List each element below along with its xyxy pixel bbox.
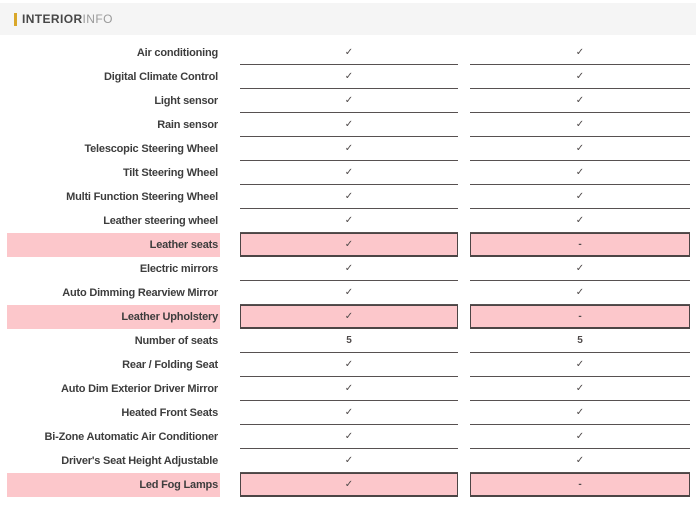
feature-label: Air conditioning: [7, 41, 220, 65]
feature-label: Heated Front Seats: [7, 401, 220, 425]
table-row: Driver's Seat Height Adjustable ✓ ✓: [0, 449, 696, 473]
feature-label: Rear / Folding Seat: [7, 353, 220, 377]
table-row: Auto Dim Exterior Driver Mirror ✓ ✓: [0, 377, 696, 401]
interior-info-panel: INTERIORINFO Air conditioning ✓ ✓ Digita…: [0, 0, 696, 522]
feature-label: Light sensor: [7, 89, 220, 113]
value-cell-col2: ✓: [470, 209, 690, 233]
feature-label: Digital Climate Control: [7, 65, 220, 89]
value-cell-col2: ✓: [470, 89, 690, 113]
feature-comparison-table: Air conditioning ✓ ✓ Digital Climate Con…: [0, 41, 696, 497]
value-cell-col1: ✓: [240, 185, 458, 209]
value-cell-col2: ✓: [470, 377, 690, 401]
section-subtitle: INFO: [83, 12, 113, 26]
value-cell-col1: ✓: [240, 233, 458, 257]
feature-label: Leather steering wheel: [7, 209, 220, 233]
table-row: Heated Front Seats ✓ ✓: [0, 401, 696, 425]
table-row: Air conditioning ✓ ✓: [0, 41, 696, 65]
table-row: Led Fog Lamps ✓ -: [0, 473, 696, 497]
feature-label: Telescopic Steering Wheel: [7, 137, 220, 161]
value-cell-col2: -: [470, 305, 690, 329]
table-row: Leather Upholstery ✓ -: [0, 305, 696, 329]
feature-label: Multi Function Steering Wheel: [7, 185, 220, 209]
table-row: Tilt Steering Wheel ✓ ✓: [0, 161, 696, 185]
value-cell-col2: ✓: [470, 65, 690, 89]
value-cell-col2: ✓: [470, 353, 690, 377]
value-cell-col2: ✓: [470, 401, 690, 425]
feature-label: Number of seats: [7, 329, 220, 353]
value-cell-col2: ✓: [470, 137, 690, 161]
value-cell-col1: ✓: [240, 377, 458, 401]
value-cell-col2: -: [470, 473, 690, 497]
table-row: Digital Climate Control ✓ ✓: [0, 65, 696, 89]
value-cell-col1: ✓: [240, 209, 458, 233]
table-row: Light sensor ✓ ✓: [0, 89, 696, 113]
table-row: Leather seats ✓ -: [0, 233, 696, 257]
value-cell-col2: ✓: [470, 449, 690, 473]
feature-label: Rain sensor: [7, 113, 220, 137]
feature-label: Leather Upholstery: [7, 305, 220, 329]
value-cell-col1: ✓: [240, 257, 458, 281]
value-cell-col1: ✓: [240, 353, 458, 377]
table-row: Electric mirrors ✓ ✓: [0, 257, 696, 281]
feature-label: Electric mirrors: [7, 257, 220, 281]
value-cell-col1: ✓: [240, 305, 458, 329]
value-cell-col2: -: [470, 233, 690, 257]
value-cell-col1: ✓: [240, 425, 458, 449]
table-row: Auto Dimming Rearview Mirror ✓ ✓: [0, 281, 696, 305]
value-cell-col1: ✓: [240, 449, 458, 473]
value-cell-col2: ✓: [470, 281, 690, 305]
value-cell-col1: ✓: [240, 89, 458, 113]
section-title: INTERIOR: [22, 12, 83, 26]
table-row: Multi Function Steering Wheel ✓ ✓: [0, 185, 696, 209]
table-row: Bi-Zone Automatic Air Conditioner ✓ ✓: [0, 425, 696, 449]
value-cell-col2: ✓: [470, 41, 690, 65]
feature-label: Auto Dimming Rearview Mirror: [7, 281, 220, 305]
value-cell-col1: ✓: [240, 65, 458, 89]
value-cell-col1: 5: [240, 329, 458, 353]
table-row: Telescopic Steering Wheel ✓ ✓: [0, 137, 696, 161]
value-cell-col1: ✓: [240, 473, 458, 497]
feature-label: Auto Dim Exterior Driver Mirror: [7, 377, 220, 401]
value-cell-col2: ✓: [470, 185, 690, 209]
feature-label: Driver's Seat Height Adjustable: [7, 449, 220, 473]
value-cell-col2: 5: [470, 329, 690, 353]
value-cell-col1: ✓: [240, 281, 458, 305]
feature-label: Tilt Steering Wheel: [7, 161, 220, 185]
value-cell-col2: ✓: [470, 257, 690, 281]
table-row: Number of seats 5 5: [0, 329, 696, 353]
value-cell-col1: ✓: [240, 401, 458, 425]
value-cell-col1: ✓: [240, 161, 458, 185]
feature-label: Led Fog Lamps: [7, 473, 220, 497]
value-cell-col1: ✓: [240, 137, 458, 161]
value-cell-col2: ✓: [470, 425, 690, 449]
value-cell-col1: ✓: [240, 113, 458, 137]
value-cell-col1: ✓: [240, 41, 458, 65]
table-row: Rear / Folding Seat ✓ ✓: [0, 353, 696, 377]
section-header: INTERIORINFO: [0, 3, 696, 35]
value-cell-col2: ✓: [470, 113, 690, 137]
feature-label: Bi-Zone Automatic Air Conditioner: [7, 425, 220, 449]
accent-bar-icon: [14, 13, 17, 26]
feature-label: Leather seats: [7, 233, 220, 257]
table-row: Leather steering wheel ✓ ✓: [0, 209, 696, 233]
table-row: Rain sensor ✓ ✓: [0, 113, 696, 137]
value-cell-col2: ✓: [470, 161, 690, 185]
